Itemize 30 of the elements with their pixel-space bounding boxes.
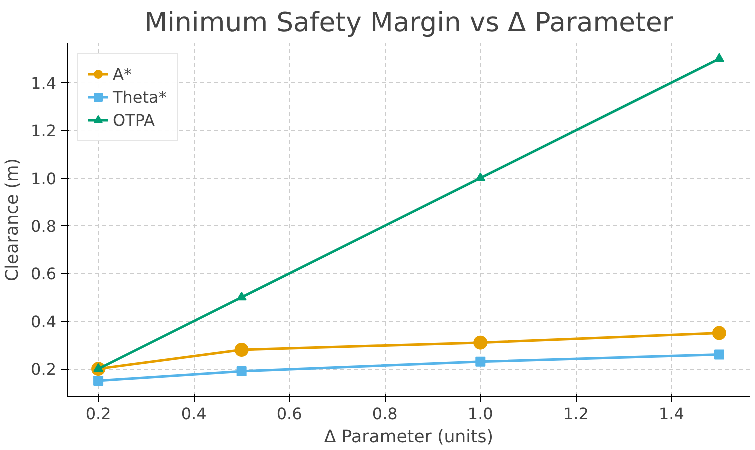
point — [234, 343, 249, 357]
point — [474, 336, 488, 350]
y-tick-label: 0.8 — [31, 216, 57, 236]
y-axis-title: Clearance (m) — [3, 158, 24, 282]
point — [94, 376, 104, 386]
x-axis-title: Δ Parameter (units) — [324, 428, 494, 448]
x-tick-label: 1.0 — [468, 404, 494, 424]
y-tick-label: 1.4 — [31, 74, 57, 93]
y-tick-label: 1.2 — [31, 122, 57, 141]
x-tick-label: 1.2 — [563, 404, 589, 424]
y-tick-label: 0.6 — [31, 264, 57, 284]
legend-label: Theta* — [113, 88, 167, 106]
point — [476, 356, 486, 367]
y-tick-label: 0.4 — [31, 312, 57, 332]
point — [236, 292, 247, 301]
x-tick-label: 0.8 — [372, 404, 398, 424]
point — [712, 326, 726, 340]
y-tick-label: 0.2 — [31, 360, 57, 380]
x-tick-label: 0.2 — [86, 404, 112, 424]
point — [476, 172, 486, 182]
point — [236, 366, 247, 376]
x-tick-label: 0.4 — [181, 404, 207, 424]
x-tick-label: 1.4 — [658, 404, 684, 424]
legend-label: OTPA — [113, 110, 155, 130]
x-tick-label: 0.6 — [276, 404, 302, 424]
point — [714, 53, 724, 62]
point — [714, 350, 724, 360]
chart-title: Minimum Safety Margin vs Δ Parameter — [144, 8, 674, 38]
legend-label: A* — [113, 64, 133, 84]
y-tick-label: 1.0 — [31, 169, 57, 188]
